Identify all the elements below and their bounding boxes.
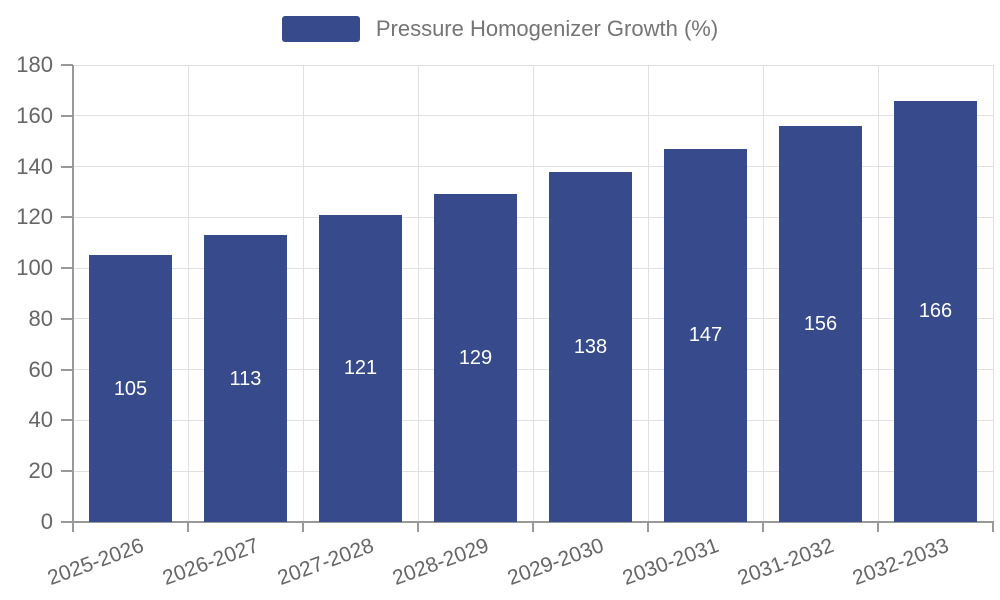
y-axis-tick	[61, 317, 73, 320]
y-axis-tick	[61, 521, 73, 523]
y-axis-tick	[61, 368, 73, 371]
bar-value-label: 147	[688, 324, 723, 347]
gridline-vertical	[532, 65, 534, 522]
gridline-vertical	[417, 65, 419, 522]
x-axis-line	[72, 521, 994, 523]
y-tick-label: 160	[16, 102, 53, 128]
y-axis-tick	[61, 267, 73, 270]
x-axis-tick	[187, 522, 189, 532]
y-axis-line	[72, 65, 74, 522]
bar-value-label: 138	[573, 335, 608, 358]
bar-value-label: 156	[803, 312, 838, 335]
y-tick-label: 120	[16, 204, 53, 230]
y-tick-label: 100	[16, 255, 53, 281]
bar[interactable]	[894, 100, 977, 522]
y-tick-label: 20	[28, 458, 53, 484]
legend-label: Pressure Homogenizer Growth (%)	[375, 16, 719, 41]
gridline-vertical	[647, 65, 649, 522]
gridline-vertical	[992, 65, 994, 522]
x-axis-tick	[992, 522, 994, 532]
x-axis-tick	[877, 522, 879, 532]
y-tick-label: 60	[28, 356, 53, 382]
y-tick-label: 0	[40, 509, 53, 534]
y-axis-tick	[61, 165, 73, 168]
gridline-vertical	[877, 65, 879, 522]
bar[interactable]	[204, 235, 287, 522]
x-axis-tick	[647, 522, 649, 532]
bar[interactable]	[319, 214, 402, 522]
x-axis-tick	[72, 522, 74, 532]
gridline-vertical	[187, 65, 189, 522]
bar[interactable]	[549, 171, 632, 522]
bar[interactable]	[89, 255, 172, 522]
bar-value-label: 105	[113, 377, 148, 400]
legend-swatch	[281, 16, 360, 42]
y-axis-tick	[61, 470, 73, 473]
y-axis-tick	[61, 64, 73, 66]
bar[interactable]	[434, 194, 517, 522]
y-tick-label: 140	[16, 153, 53, 179]
bar-value-label: 129	[458, 347, 493, 370]
plot-area: 0 20 40 60 80 100 120 140 160 180 105 2025-2026 113 2…	[16, 53, 994, 590]
gridline-vertical	[762, 65, 764, 522]
x-axis-tick	[417, 522, 419, 532]
gridline-vertical	[302, 65, 304, 522]
bar-value-label: 121	[343, 357, 378, 380]
x-axis-tick	[302, 522, 304, 532]
y-tick-label: 80	[28, 305, 53, 331]
bar[interactable]	[779, 125, 862, 522]
x-axis-tick	[762, 522, 764, 532]
bar[interactable]	[664, 148, 747, 522]
bar-value-label: 113	[229, 367, 262, 390]
legend[interactable]: Pressure Homogenizer Growth (%)	[0, 16, 1000, 42]
bar-value-label: 166	[918, 300, 953, 323]
y-axis-tick	[61, 216, 73, 219]
y-axis-tick	[61, 114, 73, 117]
y-axis-tick	[61, 419, 73, 422]
y-tick-label: 40	[28, 407, 53, 433]
y-tick-label: 180	[16, 52, 53, 77]
x-axis-tick	[532, 522, 534, 532]
